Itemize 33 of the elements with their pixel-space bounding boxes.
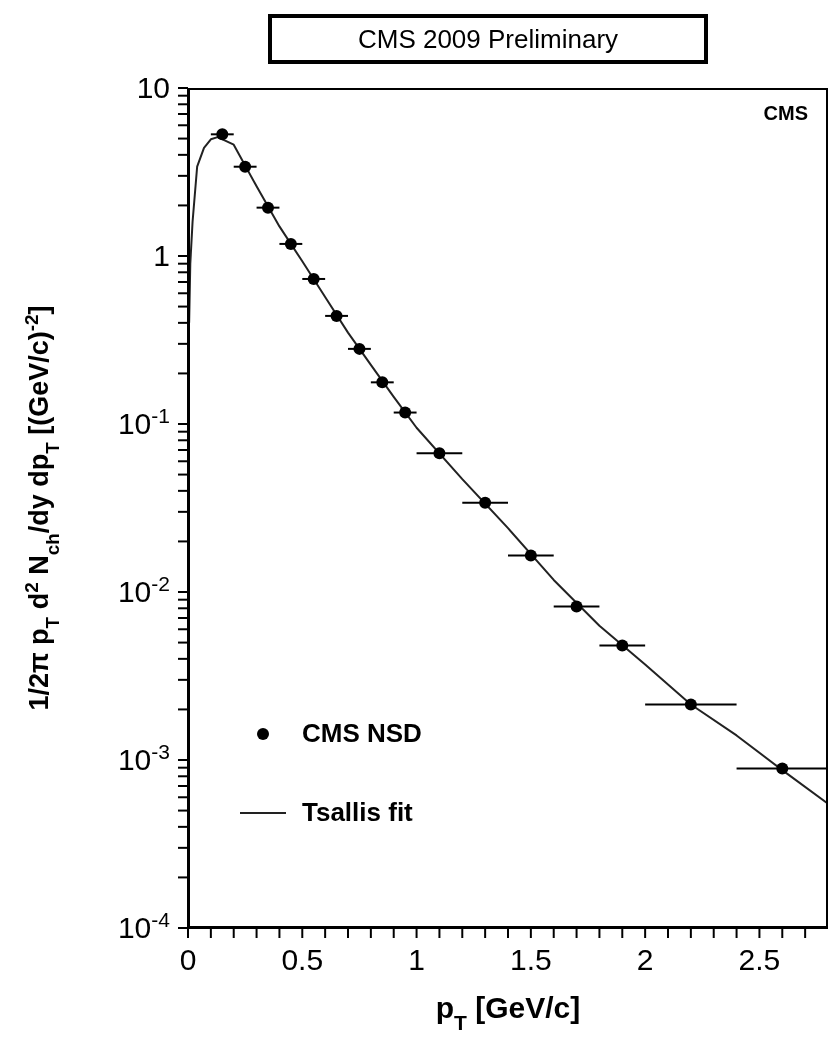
point (479, 496, 492, 509)
point (284, 237, 297, 250)
point (684, 698, 697, 711)
point (262, 201, 274, 214)
chart-title: CMS 2009 Preliminary (268, 14, 708, 64)
y-tick-label: 10$^{-2}$ (117, 571, 170, 608)
y-tick-label: 1 (153, 239, 170, 272)
y-tick-label: 10$^{-1}$ (117, 403, 170, 440)
point (376, 376, 389, 389)
point (399, 406, 412, 419)
point (776, 762, 789, 775)
point (307, 272, 320, 285)
point (216, 128, 229, 141)
x-tick-label: 2 (636, 943, 654, 976)
x-tick-label: 0 (179, 943, 197, 976)
x-tick-label: 1 (408, 943, 425, 976)
legend-label: Tsallis fit (302, 797, 413, 828)
point (570, 600, 583, 613)
x-tick-label: 1.5 (510, 943, 552, 976)
point (239, 160, 252, 173)
point (524, 549, 537, 562)
point (433, 447, 446, 460)
y-tick-label: 10 (136, 71, 170, 104)
point (353, 342, 366, 355)
y-tick-label: 10$^{-4}$ (117, 907, 171, 944)
annotation: CMS (763, 102, 808, 125)
legend-label: CMS NSD (302, 718, 422, 749)
point (330, 309, 343, 322)
y-tick-label: 10$^{-3}$ (117, 739, 170, 776)
point (616, 639, 629, 652)
x-tick-label: 0.5 (281, 943, 324, 976)
x-tick-label: 2.5 (738, 943, 781, 976)
x-axis-title: p$_{T}$ [GeV/c] (435, 991, 581, 1034)
